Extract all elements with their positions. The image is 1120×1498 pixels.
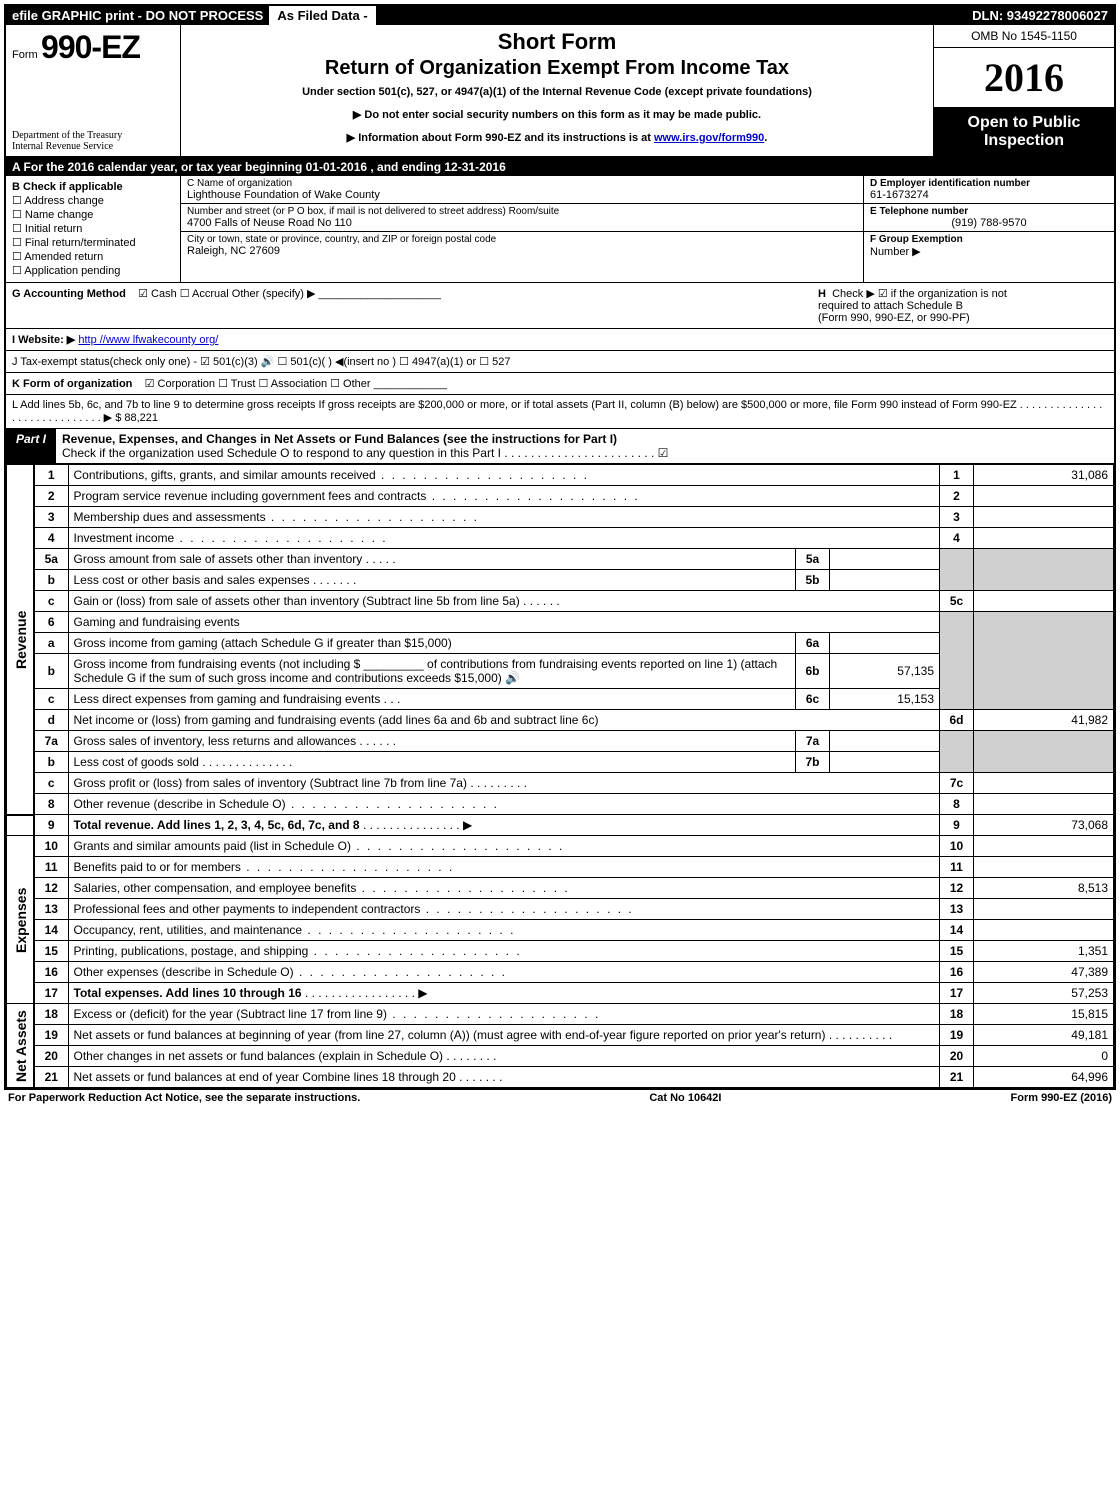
info-grid: B Check if applicable ☐ Address change ☐…: [6, 176, 1114, 283]
ein: 61-1673274: [870, 189, 1108, 201]
header: Form 990-EZ Department of the Treasury I…: [6, 25, 1114, 158]
lines-table: Revenue 1 Contributions, gifts, grants, …: [6, 464, 1114, 1088]
form-container: efile GRAPHIC print - DO NOT PROCESS As …: [4, 4, 1116, 1090]
val-13: [974, 899, 1114, 920]
val-4: [974, 528, 1114, 549]
k-options[interactable]: ☑ Corporation ☐ Trust ☐ Association ☐ Ot…: [145, 378, 447, 390]
part1-label: Part I: [6, 429, 56, 463]
omb-number: OMB No 1545-1150: [934, 25, 1114, 48]
val-18: 15,815: [974, 1004, 1114, 1025]
form-number: 990-EZ: [41, 29, 140, 65]
val-6c: 15,153: [830, 689, 940, 710]
tel-label: E Telephone number: [870, 206, 1108, 217]
part1-header: Part I Revenue, Expenses, and Changes in…: [6, 429, 1114, 464]
val-5b: [830, 570, 940, 591]
part1-title: Revenue, Expenses, and Changes in Net As…: [62, 432, 617, 446]
val-17: 57,253: [974, 983, 1114, 1004]
topbar-mid: As Filed Data -: [269, 6, 377, 25]
h-text1: Check ▶ ☑ if the organization is not: [832, 288, 1007, 300]
val-8: [974, 794, 1114, 815]
tel: (919) 788-9570: [870, 217, 1108, 229]
val-20: 0: [974, 1046, 1114, 1067]
part1-sub: Check if the organization used Schedule …: [62, 446, 668, 460]
val-5c: [974, 591, 1114, 612]
city: Raleigh, NC 27609: [187, 245, 857, 257]
treasury-1: Department of the Treasury: [12, 130, 174, 141]
footer-left: For Paperwork Reduction Act Notice, see …: [8, 1092, 360, 1104]
val-6d: 41,982: [974, 710, 1114, 731]
section-g-h: G Accounting Method ☑ Cash ☐ Accrual Oth…: [6, 283, 1114, 329]
val-10: [974, 836, 1114, 857]
footer: For Paperwork Reduction Act Notice, see …: [4, 1090, 1116, 1106]
val-7c: [974, 773, 1114, 794]
open-to-public: Open to Public Inspection: [934, 108, 1114, 156]
cb-address-change[interactable]: ☐ Address change: [12, 194, 174, 207]
tax-year: 2016: [934, 48, 1114, 108]
val-6b: 57,135: [830, 654, 940, 689]
grp-label: F Group Exemption: [870, 234, 1108, 245]
val-16: 47,389: [974, 962, 1114, 983]
cb-initial-return[interactable]: ☐ Initial return: [12, 222, 174, 235]
org-name-label: C Name of organization: [187, 178, 857, 189]
val-1: 31,086: [974, 465, 1114, 486]
cb-pending[interactable]: ☐ Application pending: [12, 264, 174, 277]
i-label: I Website: ▶: [12, 334, 75, 346]
val-2: [974, 486, 1114, 507]
val-14: [974, 920, 1114, 941]
form-prefix: Form: [12, 49, 38, 61]
note-info: ▶ Information about Form 990-EZ and its …: [187, 131, 927, 144]
footer-mid: Cat No 10642I: [649, 1092, 721, 1104]
val-7a: [830, 731, 940, 752]
grp-number: Number ▶: [870, 245, 1108, 258]
g-label: G Accounting Method: [12, 288, 126, 300]
irs-link[interactable]: www.irs.gov/form990: [654, 132, 764, 144]
k-label: K Form of organization: [12, 378, 132, 390]
city-label: City or town, state or province, country…: [187, 234, 857, 245]
cb-name-change[interactable]: ☐ Name change: [12, 208, 174, 221]
subtitle: Under section 501(c), 527, or 4947(a)(1)…: [187, 86, 927, 98]
val-12: 8,513: [974, 878, 1114, 899]
ein-label: D Employer identification number: [870, 178, 1108, 189]
title-short-form: Short Form: [187, 29, 927, 55]
cb-amended[interactable]: ☐ Amended return: [12, 250, 174, 263]
section-k: K Form of organization ☑ Corporation ☐ T…: [6, 373, 1114, 395]
org-name: Lighthouse Foundation of Wake County: [187, 189, 857, 201]
topbar-dln: DLN: 93492278006027: [966, 6, 1114, 25]
val-11: [974, 857, 1114, 878]
g-options[interactable]: ☑ Cash ☐ Accrual Other (specify) ▶ _____…: [138, 288, 441, 300]
val-3: [974, 507, 1114, 528]
cb-final-return[interactable]: ☐ Final return/terminated: [12, 236, 174, 249]
val-19: 49,181: [974, 1025, 1114, 1046]
note-ssn: ▶ Do not enter social security numbers o…: [187, 108, 927, 121]
h-text2: required to attach Schedule B: [818, 300, 963, 312]
topbar-left: efile GRAPHIC print - DO NOT PROCESS: [6, 6, 269, 25]
section-l: L Add lines 5b, 6c, and 7b to line 9 to …: [6, 395, 1114, 429]
addr: 4700 Falls of Neuse Road No 110: [187, 217, 857, 229]
title-return: Return of Organization Exempt From Incom…: [187, 57, 927, 80]
addr-label: Number and street (or P O box, if mail i…: [187, 206, 857, 217]
col-b-checkboxes: B Check if applicable ☐ Address change ☐…: [6, 176, 181, 282]
val-9: 73,068: [974, 815, 1114, 836]
val-5a: [830, 549, 940, 570]
website-link[interactable]: http //www lfwakecounty org/: [78, 334, 218, 346]
section-j[interactable]: J Tax-exempt status(check only one) - ☑ …: [6, 351, 1114, 373]
side-revenue: Revenue: [7, 465, 35, 815]
val-15: 1,351: [974, 941, 1114, 962]
topbar: efile GRAPHIC print - DO NOT PROCESS As …: [6, 6, 1114, 25]
val-6a: [830, 633, 940, 654]
row-a-tax-year: A For the 2016 calendar year, or tax yea…: [6, 158, 1114, 176]
treasury-2: Internal Revenue Service: [12, 141, 174, 152]
h-label: H: [818, 288, 826, 300]
footer-right: Form 990-EZ (2016): [1011, 1092, 1112, 1104]
side-net-assets: Net Assets: [7, 1004, 35, 1088]
side-expenses: Expenses: [7, 836, 35, 1004]
h-text3: (Form 990, 990-EZ, or 990-PF): [818, 312, 970, 324]
section-i: I Website: ▶ http //www lfwakecounty org…: [6, 329, 1114, 351]
val-7b: [830, 752, 940, 773]
val-21: 64,996: [974, 1067, 1114, 1088]
